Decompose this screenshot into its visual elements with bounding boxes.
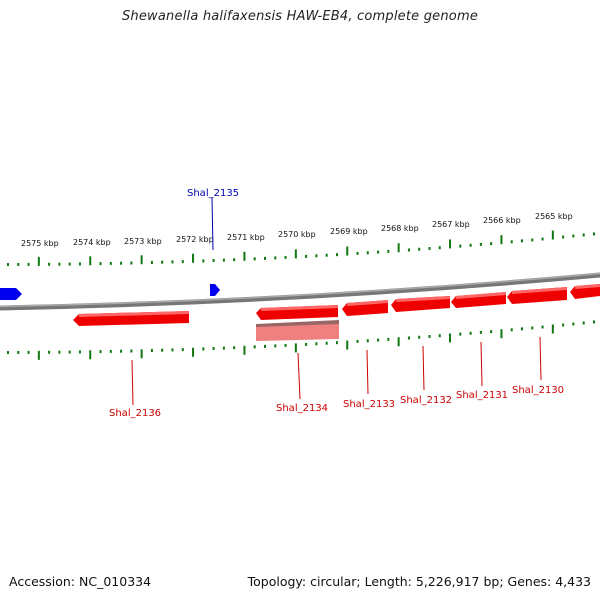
reverse-gene-shal-2134 xyxy=(256,305,339,341)
reverse-gene-shal-2133 xyxy=(342,300,388,316)
scale-label: 2574 kbp xyxy=(73,238,111,247)
reverse-gene-shal-2136 xyxy=(73,311,189,326)
leader-shal-2135 xyxy=(211,197,214,251)
leader-shal-2131 xyxy=(480,341,483,387)
scale-label: 2567 kbp xyxy=(432,220,470,229)
leader-shal-2133 xyxy=(366,349,369,395)
gene-labels: Shal_2135 Shal_2136 Shal_2134 Shal_2133 … xyxy=(109,188,564,419)
scale-label: 2570 kbp xyxy=(278,230,316,239)
reverse-gene-edge xyxy=(570,284,600,299)
gene-label-shal-2134: Shal_2134 xyxy=(276,403,328,414)
genome-backbone-highlight xyxy=(0,272,600,308)
scale-label: 2566 kbp xyxy=(483,216,521,225)
gene-label-shal-2136: Shal_2136 xyxy=(109,408,161,419)
forward-gene-left xyxy=(0,288,22,300)
scale-label: 2569 kbp xyxy=(330,227,368,236)
top-scale-ticks xyxy=(7,230,595,266)
leader-shal-2130 xyxy=(539,336,542,381)
scale-label: 2572 kbp xyxy=(176,235,214,244)
genome-backbone xyxy=(0,272,600,311)
reverse-gene-shal-2132 xyxy=(391,296,450,312)
leader-shal-2132 xyxy=(422,345,425,391)
gene-label-shal-2131: Shal_2131 xyxy=(456,390,508,401)
gene-label-shal-2135: Shal_2135 xyxy=(187,188,239,199)
gene-label-shal-2132: Shal_2132 xyxy=(400,395,452,406)
scale-label: 2571 kbp xyxy=(227,233,265,242)
accession-label: Accession: NC_010334 xyxy=(9,574,152,589)
scale-label: 2568 kbp xyxy=(381,224,419,233)
bottom-scale-ticks xyxy=(7,320,595,360)
leader-shal-2134 xyxy=(297,352,301,400)
forward-gene-shal-2135 xyxy=(210,284,220,296)
reverse-gene-shal-2130 xyxy=(507,287,567,304)
gene-label-shal-2130: Shal_2130 xyxy=(512,385,564,396)
reverse-gene-shal-2131 xyxy=(451,292,506,308)
gene-label-shal-2133: Shal_2133 xyxy=(343,399,395,410)
scale-labels: 2575 kbp 2574 kbp 2573 kbp 2572 kbp 2571… xyxy=(21,212,573,248)
scale-label: 2565 kbp xyxy=(535,212,573,221)
leader-shal-2136 xyxy=(131,359,134,406)
label-leaders xyxy=(131,197,542,406)
map-title: Shewanella halifaxensis HAW-EB4, complet… xyxy=(121,9,479,24)
scale-label: 2575 kbp xyxy=(21,239,59,248)
scale-label: 2573 kbp xyxy=(124,237,162,246)
genome-summary: Topology: circular; Length: 5,226,917 bp… xyxy=(247,574,591,589)
